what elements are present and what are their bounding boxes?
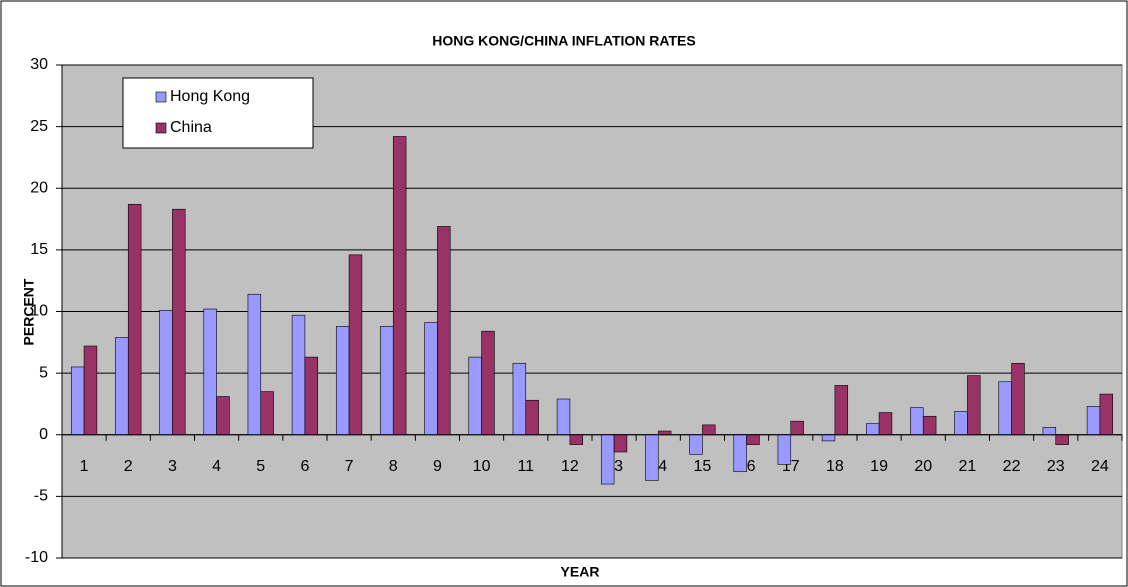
bar [922, 415, 937, 436]
x-tick-label: 11 [517, 458, 534, 475]
bar [335, 325, 350, 436]
bar [1055, 434, 1069, 445]
x-tick-label: 21 [959, 458, 977, 475]
y-tick-label: -10 [25, 549, 48, 566]
bar [304, 356, 319, 436]
bar [865, 423, 880, 436]
x-tick-label: 2 [124, 458, 133, 475]
bar [512, 362, 527, 436]
y-tick-label: 30 [30, 56, 48, 73]
x-tick-label: 3 [168, 458, 177, 475]
legend-swatch [155, 122, 167, 134]
y-tick-label: 15 [30, 241, 48, 258]
x-tick-label: 9 [433, 458, 442, 475]
y-tick-label: 25 [30, 118, 48, 135]
bar [645, 434, 659, 481]
bar [1042, 427, 1057, 436]
bar [733, 434, 747, 473]
bar [878, 412, 893, 436]
y-tick-label: 20 [30, 179, 48, 196]
chart-title: HONG KONG/CHINA INFLATION RATES [432, 33, 695, 49]
bar [613, 434, 628, 453]
legend-label: Hong Kong [170, 88, 250, 105]
x-tick-label: 24 [1091, 458, 1109, 475]
bar [172, 208, 186, 436]
y-tick-label: 0 [39, 426, 48, 443]
bar [424, 322, 438, 436]
bar [657, 430, 672, 436]
bar [1011, 362, 1025, 436]
x-tick-label: 23 [1047, 458, 1065, 475]
bar [260, 391, 274, 436]
bar [348, 254, 363, 436]
x-tick-label: 6 [300, 458, 309, 475]
bar [380, 325, 394, 436]
x-tick-label: 12 [561, 458, 579, 475]
bar [481, 330, 495, 436]
bar [525, 399, 539, 436]
bar [600, 434, 615, 485]
x-tick-label: 19 [870, 458, 888, 475]
x-tick-label: 18 [826, 458, 844, 475]
bar [702, 424, 716, 436]
legend-box [122, 77, 314, 149]
bar [1099, 393, 1114, 436]
legend-label: China [170, 119, 212, 136]
bar [967, 375, 981, 436]
bar [392, 136, 407, 436]
y-tick-label: -5 [34, 488, 48, 505]
bar [159, 309, 173, 436]
bar [70, 366, 85, 436]
bar [247, 293, 262, 436]
bar [203, 308, 217, 436]
x-tick-label: 5 [256, 458, 265, 475]
bar [954, 411, 968, 436]
bar [1086, 406, 1101, 436]
bar [821, 434, 836, 442]
x-tick-label: 8 [389, 458, 398, 475]
bar [790, 420, 804, 436]
bar [777, 434, 792, 465]
bar [127, 203, 142, 436]
bar [569, 434, 584, 445]
bar [998, 381, 1012, 436]
bar [437, 226, 451, 436]
legend-swatch [155, 91, 167, 103]
x-axis-label: YEAR [561, 564, 600, 580]
bar [910, 407, 924, 436]
bar [556, 398, 571, 436]
x-tick-label: 20 [914, 458, 932, 475]
x-tick-label: 15 [694, 458, 712, 475]
x-tick-label: 22 [1003, 458, 1021, 475]
bar [746, 434, 760, 445]
bar [115, 337, 129, 436]
bar [291, 314, 306, 436]
bar [216, 396, 230, 436]
bar [834, 385, 849, 436]
y-tick-label: 5 [39, 364, 48, 381]
y-tick-label: 10 [30, 303, 48, 320]
x-tick-label: 10 [473, 458, 491, 475]
bar [468, 356, 482, 436]
x-tick-label: 1 [80, 458, 89, 475]
x-tick-label: 7 [345, 458, 354, 475]
x-tick-label: 4 [212, 458, 221, 475]
bar [689, 434, 703, 455]
bar [83, 345, 98, 436]
y-axis-label: PERCENT [21, 278, 37, 345]
